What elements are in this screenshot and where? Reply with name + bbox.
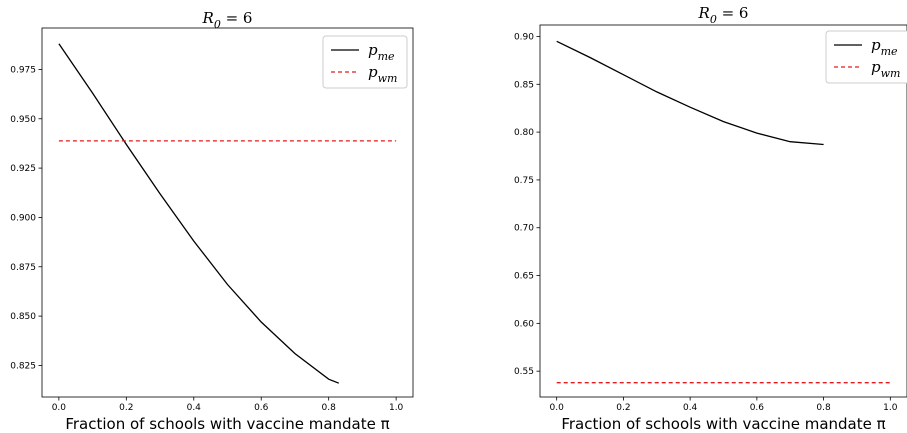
x-axis-label: Fraction of schools with vaccine mandate… [65,415,389,433]
x-tick-label: 0.6 [750,403,765,413]
legend-label: pme [368,41,395,63]
x-tick-label: 0.4 [187,403,202,413]
x-tick-label: 0.0 [550,403,565,413]
chart-panel-1: 0.0 0.2 0.4 0.6 0.8 1.0 0.825 0.850 0.875 0.900 0.… [10,9,414,433]
axes-frame [539,24,907,398]
series-line-p-me [58,43,340,384]
x-tick-label: 0.4 [683,403,698,413]
x-tick-label: 0.6 [254,403,269,413]
x-tick-label: 1.0 [389,403,404,413]
y-tick-label: 0.900 [10,213,36,223]
legend-label: pwm [368,63,397,85]
axes-frame [41,27,414,398]
y-tick-label: 0.80 [514,128,534,138]
y-tick-label: 0.950 [10,115,36,125]
x-tick-label: 0.2 [616,403,630,413]
chart-panel-2: 0.0 0.2 0.4 0.6 0.8 1.0 0.55 0.60 0.65 0.70 0.75 0.… [514,4,907,433]
series-line-p-me [556,40,824,146]
x-tick-label: 0.0 [52,403,67,413]
legend-box [825,30,907,84]
legend-box [322,35,408,89]
y-tick-label: 0.55 [514,367,534,377]
y-tick-label: 0.90 [514,32,534,42]
x-tick-label: 0.2 [119,403,133,413]
x-tick-label: 1.0 [883,403,898,413]
y-tick-label: 0.925 [10,164,36,174]
y-tick-label: 0.975 [10,65,36,75]
chart-title: R0 = 6 [202,9,253,31]
chart-title: R0 = 6 [698,4,749,26]
x-axis-label: Fraction of schools with vaccine mandate… [561,415,885,433]
y-tick-label: 0.850 [10,312,36,322]
y-tick-label: 0.70 [514,224,534,234]
y-tick-label: 0.60 [514,319,534,329]
y-tick-label: 0.875 [10,263,36,273]
legend-label: pme [871,36,898,58]
y-tick-label: 0.75 [514,176,534,186]
y-tick-label: 0.65 [514,272,534,282]
y-tick-label: 0.825 [10,361,36,371]
x-tick-label: 0.8 [322,403,337,413]
x-tick-label: 0.8 [816,403,831,413]
legend-label: pwm [871,58,900,80]
y-tick-label: 0.85 [514,80,534,90]
